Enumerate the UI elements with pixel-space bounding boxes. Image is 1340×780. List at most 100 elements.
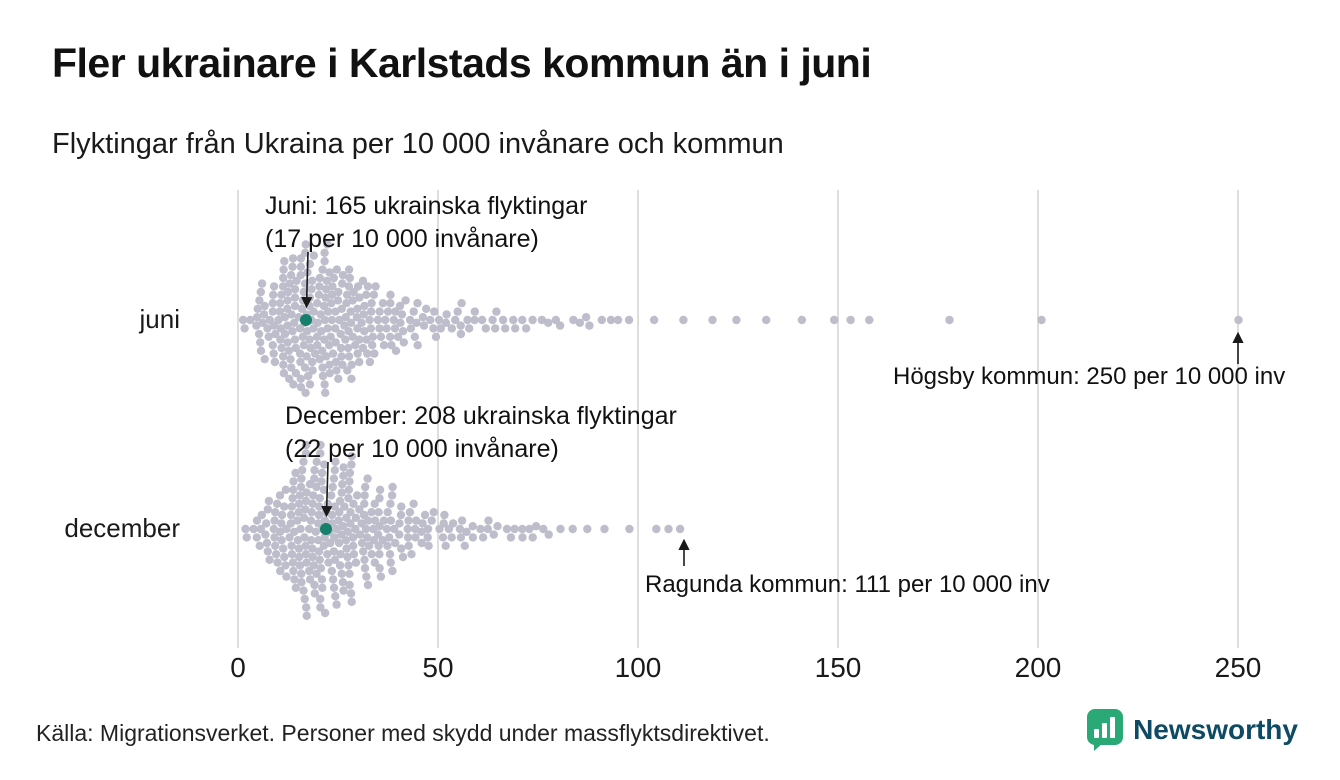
row-label-juni: juni xyxy=(139,304,180,334)
municipality-dot xyxy=(427,516,436,525)
municipality-dot xyxy=(283,338,292,347)
municipality-dot xyxy=(310,349,320,358)
municipality-dot xyxy=(606,315,616,325)
municipality-dot xyxy=(453,307,462,316)
municipality-dot xyxy=(436,324,445,333)
municipality-dot xyxy=(286,519,295,528)
municipality-dot xyxy=(314,290,324,299)
municipality-dot xyxy=(355,357,364,367)
municipality-dot xyxy=(256,346,266,355)
municipality-dot xyxy=(280,552,289,562)
municipality-dot xyxy=(289,318,299,327)
municipality-dot xyxy=(255,541,264,550)
municipality-dot xyxy=(395,301,405,311)
municipality-dot xyxy=(309,307,318,316)
municipality-dot xyxy=(242,533,251,542)
municipality-dot xyxy=(509,315,518,325)
municipality-dot xyxy=(307,536,316,545)
municipality-dot xyxy=(329,273,338,283)
municipality-dot xyxy=(470,307,479,316)
municipality-dot xyxy=(310,580,319,590)
newsworthy-icon xyxy=(1087,709,1124,751)
municipality-dot xyxy=(386,558,395,567)
municipality-dot xyxy=(369,290,379,299)
municipality-dot xyxy=(468,522,477,531)
municipality-dot xyxy=(280,257,289,266)
municipality-dot xyxy=(299,513,309,522)
municipality-dot xyxy=(334,538,344,548)
municipality-dot xyxy=(277,536,286,545)
municipality-dot xyxy=(583,524,592,534)
municipality-dot xyxy=(331,338,340,347)
municipality-dot xyxy=(1037,315,1046,325)
annotation-december-line2: (22 per 10 000 invånare) xyxy=(285,435,559,463)
municipality-dot xyxy=(375,564,384,573)
municipality-dot xyxy=(370,349,379,358)
municipality-dot xyxy=(351,513,361,522)
municipality-dot xyxy=(363,282,373,291)
municipality-dot xyxy=(341,313,350,322)
municipality-dot xyxy=(664,524,673,534)
municipality-dot xyxy=(252,321,261,330)
municipality-dot xyxy=(865,315,874,325)
municipality-dot xyxy=(375,494,384,503)
municipality-dot xyxy=(283,287,293,297)
municipality-dot xyxy=(312,457,321,466)
municipality-dot xyxy=(349,550,359,559)
municipality-dot xyxy=(318,583,327,592)
municipality-dot xyxy=(355,335,364,344)
municipality-dot xyxy=(339,471,348,480)
municipality-dot xyxy=(537,315,547,325)
municipality-dot xyxy=(365,357,375,367)
municipality-dot xyxy=(326,332,335,341)
municipality-dot xyxy=(287,502,296,511)
municipality-dot xyxy=(260,301,269,311)
municipality-dot xyxy=(321,285,331,294)
municipality-dot xyxy=(439,519,448,528)
municipality-dot xyxy=(256,287,265,297)
municipality-dot xyxy=(316,440,325,450)
municipality-dot xyxy=(403,524,412,534)
municipality-dot xyxy=(468,533,478,542)
municipality-dot xyxy=(282,572,291,581)
municipality-dot xyxy=(442,310,451,319)
municipality-dot xyxy=(375,485,385,494)
municipality-dot xyxy=(308,357,317,367)
municipality-dot xyxy=(270,516,279,525)
municipality-dot xyxy=(323,324,332,333)
municipality-dot xyxy=(329,583,339,592)
municipality-dot xyxy=(484,516,493,525)
municipality-dot xyxy=(295,561,305,570)
municipality-dot xyxy=(376,332,386,341)
municipality-dot xyxy=(359,310,368,319)
municipality-dot xyxy=(288,558,298,567)
municipality-dot xyxy=(324,558,333,567)
municipality-dot xyxy=(291,369,301,378)
municipality-dot xyxy=(347,452,356,461)
municipality-dot xyxy=(624,315,634,325)
municipality-dot xyxy=(336,343,346,353)
municipality-dot xyxy=(544,318,553,327)
municipality-dot xyxy=(338,360,347,369)
municipality-dot xyxy=(679,315,688,325)
municipality-dot xyxy=(483,524,492,534)
municipality-dot xyxy=(308,366,317,375)
municipality-dot xyxy=(375,307,384,316)
municipality-dot xyxy=(581,313,591,322)
municipality-dot xyxy=(539,524,548,534)
municipality-dot xyxy=(325,369,334,378)
municipality-dot xyxy=(405,508,415,517)
municipality-dot xyxy=(279,265,288,274)
municipality-dot xyxy=(280,329,290,339)
municipality-dot xyxy=(332,265,341,274)
municipality-dot xyxy=(481,324,490,333)
municipality-dot xyxy=(339,463,348,472)
municipality-dot xyxy=(313,299,322,308)
municipality-dot xyxy=(263,505,272,514)
municipality-dot xyxy=(388,482,397,492)
municipality-dot xyxy=(419,321,429,330)
municipality-dot xyxy=(329,547,339,556)
municipality-dot xyxy=(277,519,286,528)
municipality-dot xyxy=(448,519,458,528)
municipality-dot xyxy=(342,290,352,299)
